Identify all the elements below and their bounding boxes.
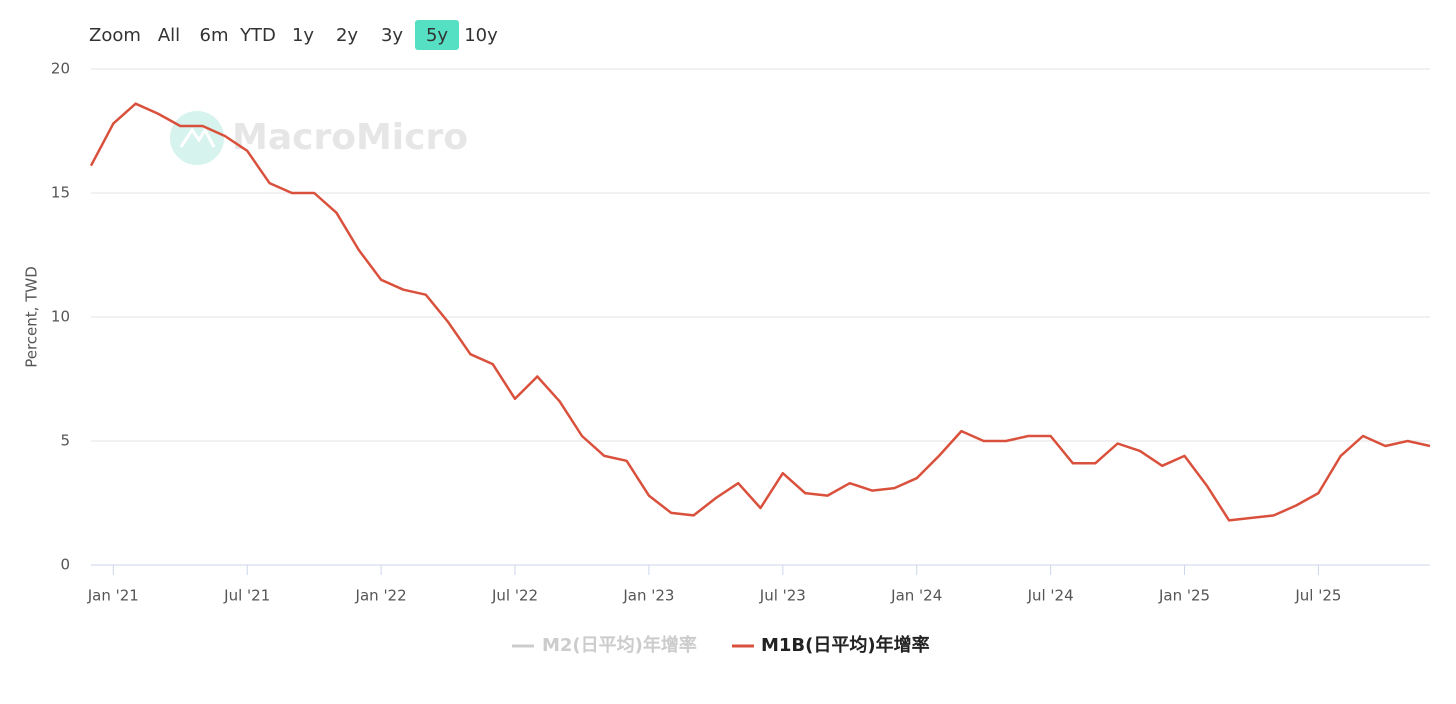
y-tick-label: 10 (51, 308, 70, 326)
watermark: MacroMicro (232, 117, 468, 158)
range-button[interactable]: 3y (381, 25, 403, 46)
x-tick-label: Jul '23 (759, 587, 806, 605)
range-button[interactable]: All (158, 25, 180, 46)
zoom-label: Zoom (89, 25, 141, 46)
x-tick-label: Jan '23 (622, 587, 674, 605)
x-tick-label: Jul '24 (1027, 587, 1074, 605)
y-tick-label: 15 (51, 184, 70, 202)
y-tick-label: 20 (51, 60, 70, 78)
x-tick-label: Jan '21 (87, 587, 139, 605)
x-tick-label: Jul '25 (1294, 587, 1341, 605)
range-button[interactable]: YTD (239, 25, 276, 46)
x-tick-label: Jan '24 (890, 587, 942, 605)
range-button[interactable]: 1y (292, 25, 314, 46)
x-tick-label: Jan '25 (1158, 587, 1210, 605)
x-tick-label: Jan '22 (355, 587, 407, 605)
range-button[interactable]: 5y (426, 25, 448, 46)
range-button-selected-bg (415, 20, 459, 50)
y-tick-label: 5 (60, 432, 70, 450)
data-line (89, 102, 1431, 522)
y-tick-label: 0 (60, 556, 70, 574)
legend-item[interactable]: M2(日平均)年增率 (542, 634, 697, 656)
y-axis-label: Percent, TWD (23, 266, 41, 368)
x-tick-label: Jul '22 (491, 587, 538, 605)
range-button[interactable]: 2y (336, 25, 358, 46)
legend-item[interactable]: M1B(日平均)年增率 (761, 634, 930, 656)
x-tick-label: Jul '21 (223, 587, 270, 605)
range-button[interactable]: 6m (200, 25, 229, 46)
range-button[interactable]: 10y (464, 25, 498, 46)
watermark-logo-mark (179, 126, 216, 148)
